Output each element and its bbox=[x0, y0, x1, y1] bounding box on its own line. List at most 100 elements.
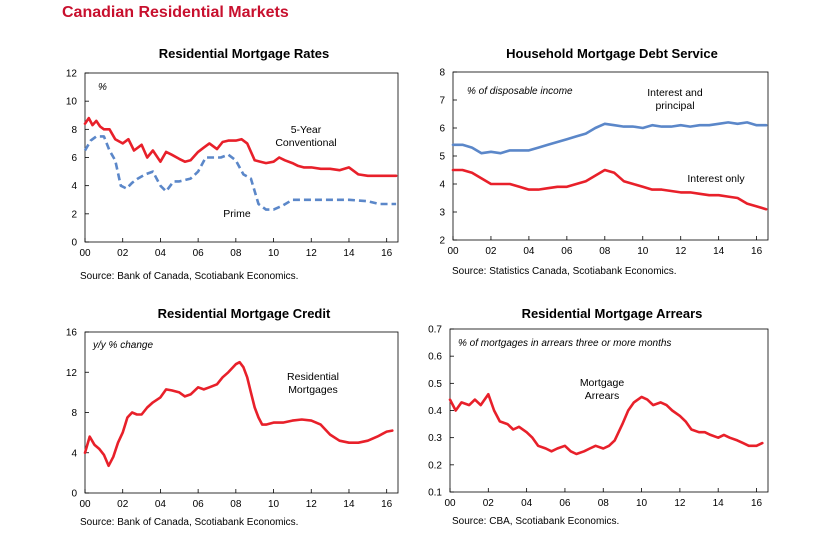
y-tick-label: 4 bbox=[439, 180, 445, 191]
x-tick-label: 10 bbox=[637, 246, 649, 257]
series-label-line: Conventional bbox=[275, 137, 336, 149]
y-tick-label: 0.3 bbox=[428, 433, 442, 444]
y-tick-label: 6 bbox=[439, 124, 445, 135]
x-tick-label: 12 bbox=[674, 498, 686, 509]
x-tick-label: 06 bbox=[193, 248, 205, 259]
series-label-line: Mortgage bbox=[580, 377, 625, 389]
series-label: Residential Mortgages bbox=[287, 371, 339, 396]
x-tick-label: 00 bbox=[79, 499, 91, 510]
y-tick-label: 6 bbox=[71, 153, 77, 164]
y-axis-label: % of mortgages in arrears three or more … bbox=[458, 338, 671, 349]
x-tick-label: 02 bbox=[117, 499, 129, 510]
series-line-interest-only bbox=[451, 168, 768, 211]
series-line-residential-mortgages bbox=[83, 360, 394, 468]
y-tick-label: 7 bbox=[439, 96, 445, 107]
x-tick-label: 06 bbox=[559, 498, 571, 509]
x-tick-label: 00 bbox=[79, 248, 91, 259]
x-tick-label: 14 bbox=[713, 498, 725, 509]
x-tick-label: 04 bbox=[155, 248, 167, 259]
y-tick-label: 3 bbox=[439, 208, 445, 219]
x-tick-label: 02 bbox=[485, 246, 497, 257]
source-note-arrears: Source: CBA, Scotiabank Economics. bbox=[452, 516, 620, 527]
series-label-line: Residential bbox=[287, 371, 339, 383]
series-line-interest-and-principal bbox=[451, 121, 768, 155]
series-label: 5-Year Conventional bbox=[275, 124, 336, 149]
series-label: Prime bbox=[223, 208, 251, 220]
chart-title-debt-service: Household Mortgage Debt Service bbox=[506, 46, 718, 61]
series-label-line: Interest only bbox=[687, 173, 745, 185]
series-label-line: principal bbox=[655, 100, 694, 112]
source-note-debt-service: Source: Statistics Canada, Scotiabank Ec… bbox=[452, 266, 677, 277]
source-note-credit: Source: Bank of Canada, Scotiabank Econo… bbox=[80, 517, 299, 528]
x-tick-label: 00 bbox=[447, 246, 459, 257]
y-tick-label: 8 bbox=[71, 408, 77, 419]
x-tick-label: 00 bbox=[444, 498, 456, 509]
source-note-rates: Source: Bank of Canada, Scotiabank Econo… bbox=[80, 271, 299, 282]
x-tick-label: 16 bbox=[381, 248, 393, 259]
x-tick-label: 06 bbox=[561, 246, 573, 257]
y-axis-label: % of disposable income bbox=[467, 86, 573, 97]
y-tick-label: 0.6 bbox=[428, 352, 442, 363]
x-tick-label: 10 bbox=[268, 248, 280, 259]
x-tick-label: 14 bbox=[343, 248, 355, 259]
x-tick-label: 14 bbox=[343, 499, 355, 510]
y-tick-label: 5 bbox=[439, 152, 445, 163]
y-axis-label: y/y % change bbox=[92, 340, 153, 351]
y-tick-label: 0.1 bbox=[428, 488, 442, 499]
y-tick-label: 0.7 bbox=[428, 325, 442, 336]
x-tick-label: 08 bbox=[599, 246, 611, 257]
series-label-line: Arrears bbox=[585, 390, 619, 402]
series-label: Mortgage Arrears bbox=[580, 377, 625, 402]
x-tick-label: 10 bbox=[268, 499, 280, 510]
y-tick-label: 0 bbox=[71, 489, 77, 500]
chart-title-arrears: Residential Mortgage Arrears bbox=[521, 306, 703, 321]
x-tick-label: 12 bbox=[306, 499, 318, 510]
y-tick-label: 12 bbox=[66, 368, 78, 379]
x-tick-label: 04 bbox=[521, 498, 533, 509]
y-tick-label: 12 bbox=[66, 69, 78, 80]
series-label: Interest only bbox=[687, 173, 745, 185]
x-tick-label: 16 bbox=[751, 246, 763, 257]
x-tick-label: 08 bbox=[598, 498, 610, 509]
y-tick-label: 0.5 bbox=[428, 379, 442, 390]
series-label-line: Prime bbox=[223, 208, 251, 220]
x-tick-label: 12 bbox=[675, 246, 687, 257]
y-tick-label: 16 bbox=[66, 328, 78, 339]
y-tick-label: 10 bbox=[66, 97, 78, 108]
y-tick-label: 2 bbox=[71, 209, 77, 220]
x-tick-label: 08 bbox=[230, 499, 242, 510]
series-label-line: Mortgages bbox=[288, 384, 338, 396]
chart-title-rates: Residential Mortgage Rates bbox=[158, 46, 330, 61]
x-tick-label: 02 bbox=[483, 498, 495, 509]
y-tick-label: 2 bbox=[439, 236, 445, 247]
x-tick-label: 14 bbox=[713, 246, 725, 257]
series-label-line: 5-Year bbox=[291, 124, 322, 136]
y-tick-label: 0.4 bbox=[428, 406, 442, 417]
x-tick-label: 02 bbox=[117, 248, 129, 259]
x-tick-label: 10 bbox=[636, 498, 648, 509]
y-axis-label: % bbox=[98, 82, 107, 93]
plot-frame bbox=[449, 328, 769, 493]
y-tick-label: 0 bbox=[71, 238, 77, 249]
series-label-line: Interest and bbox=[647, 87, 703, 99]
page-title: Canadian Residential Markets bbox=[62, 4, 289, 21]
x-tick-label: 04 bbox=[155, 499, 167, 510]
y-tick-label: 4 bbox=[71, 181, 77, 192]
x-tick-label: 12 bbox=[306, 248, 318, 259]
y-tick-label: 8 bbox=[71, 125, 77, 136]
series-line-prime bbox=[83, 135, 397, 211]
x-tick-label: 04 bbox=[523, 246, 535, 257]
series-line-5-year-conventional bbox=[83, 116, 398, 178]
y-tick-label: 0.2 bbox=[428, 460, 442, 471]
x-tick-label: 06 bbox=[193, 499, 205, 510]
chart-title-credit: Residential Mortgage Credit bbox=[157, 306, 331, 321]
y-tick-label: 4 bbox=[71, 448, 77, 459]
x-tick-label: 16 bbox=[751, 498, 763, 509]
x-tick-label: 16 bbox=[381, 499, 393, 510]
x-tick-label: 08 bbox=[230, 248, 242, 259]
series-label: Interest and principal bbox=[647, 87, 703, 112]
